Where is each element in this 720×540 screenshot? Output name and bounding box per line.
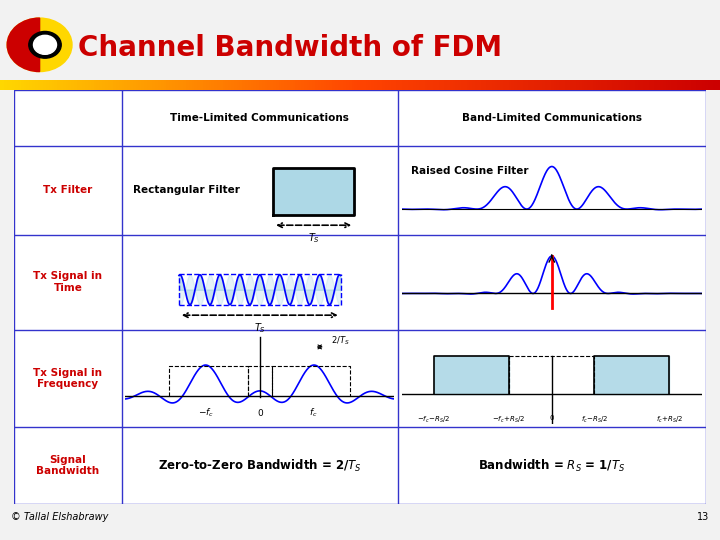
Text: Tx Signal in
Time: Tx Signal in Time bbox=[33, 272, 102, 293]
Text: $f_c\!-\!R_S/2$: $f_c\!-\!R_S/2$ bbox=[580, 415, 608, 425]
Text: © Tallal Elshabrawy: © Tallal Elshabrawy bbox=[11, 512, 108, 522]
Text: $-f_c\!-\!R_S/2$: $-f_c\!-\!R_S/2$ bbox=[418, 415, 451, 425]
Text: Tx Signal in
Frequency: Tx Signal in Frequency bbox=[33, 368, 102, 389]
Wedge shape bbox=[7, 18, 40, 71]
Text: $T_S$: $T_S$ bbox=[253, 321, 266, 335]
Text: Band-Limited Communications: Band-Limited Communications bbox=[462, 113, 642, 123]
Text: 13: 13 bbox=[697, 512, 709, 522]
Circle shape bbox=[29, 31, 61, 58]
Text: 0: 0 bbox=[549, 415, 554, 421]
Text: Rectangular Filter: Rectangular Filter bbox=[133, 185, 240, 195]
Text: Signal
Bandwidth: Signal Bandwidth bbox=[37, 455, 99, 476]
Circle shape bbox=[34, 35, 57, 55]
Text: $T_S$: $T_S$ bbox=[307, 231, 320, 245]
Text: Time-Limited Communications: Time-Limited Communications bbox=[171, 113, 349, 123]
Text: Bandwidth = $R_S$ = 1/$T_S$: Bandwidth = $R_S$ = 1/$T_S$ bbox=[478, 457, 626, 474]
Text: Channel Bandwidth of FDM: Channel Bandwidth of FDM bbox=[78, 34, 503, 62]
Text: $2/T_S$: $2/T_S$ bbox=[330, 335, 350, 347]
Text: Tx Filter: Tx Filter bbox=[43, 185, 93, 195]
Text: Raised Cosine Filter: Raised Cosine Filter bbox=[410, 166, 528, 176]
Text: $f_c\!+\!R_S/2$: $f_c\!+\!R_S/2$ bbox=[656, 415, 683, 425]
Polygon shape bbox=[273, 168, 354, 215]
Circle shape bbox=[7, 18, 72, 71]
Text: Zero-to-Zero Bandwidth = 2/$T_S$: Zero-to-Zero Bandwidth = 2/$T_S$ bbox=[158, 457, 361, 474]
Text: 0: 0 bbox=[257, 409, 263, 418]
Text: $-f_c$: $-f_c$ bbox=[198, 407, 214, 420]
Text: $-f_c\!+\!R_S/2$: $-f_c\!+\!R_S/2$ bbox=[492, 415, 526, 425]
Text: $f_c$: $f_c$ bbox=[310, 407, 318, 420]
